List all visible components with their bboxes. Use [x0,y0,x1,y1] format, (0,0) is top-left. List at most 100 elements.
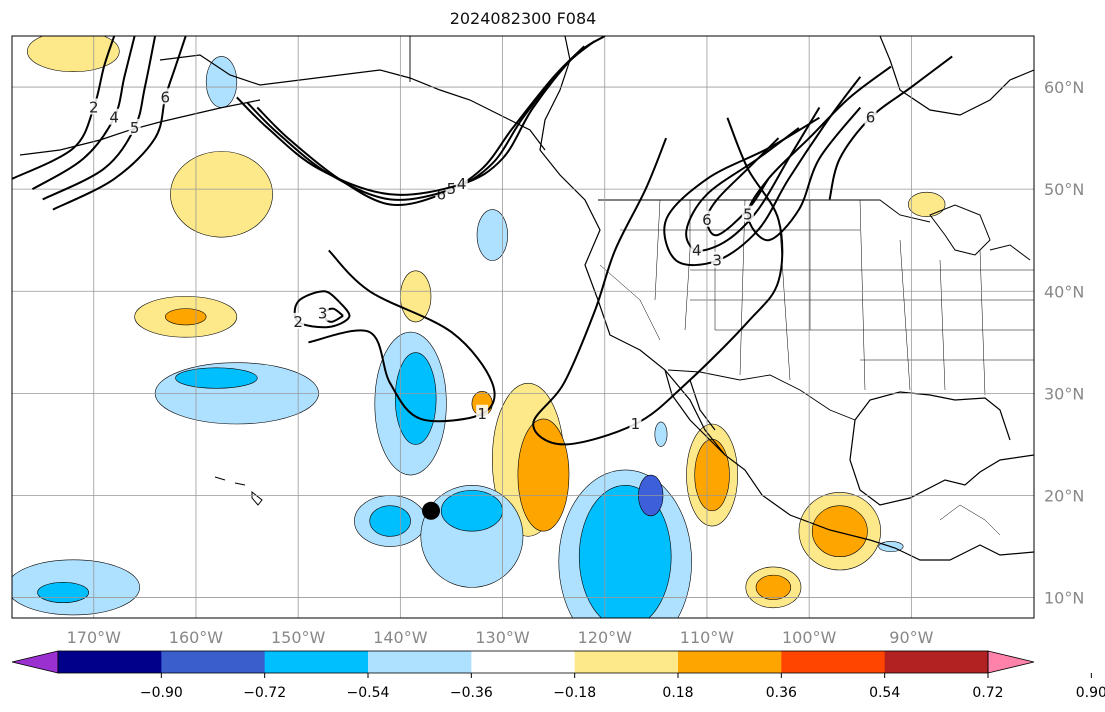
colorbar-segment [884,651,989,673]
contour-label-bg [455,175,468,192]
contour-label: 6 [866,109,876,127]
shaded-region [654,421,668,447]
coastline-hawaii [214,476,263,506]
contour-label: 3 [318,305,328,323]
contour-label-bg [629,415,642,431]
shaded-region [369,505,411,537]
contour-label-bg [700,210,713,227]
contour-label-bg [108,108,121,125]
contour-label: 4 [109,109,119,127]
shaded-region [476,209,508,261]
coastline-great-lakes [929,204,1031,261]
contour-label-bg [128,118,141,135]
contour-label-bg [741,205,754,222]
longitude-tick-label: 90°W [889,628,933,647]
us-canada-border [409,36,931,223]
shaded-region [440,490,503,532]
lat-lon-gridlines [12,36,1034,618]
colorbar-tick-label: 0.90 [1076,685,1105,701]
shaded-region [37,581,89,603]
contour-label: 3 [712,252,722,270]
latitude-tick-label: 20°N [1044,486,1084,505]
contour-label: 5 [447,180,457,198]
latitude-tick-label: 50°N [1044,180,1084,199]
contour-label-bg [711,251,724,268]
map-title: 2024082300 F084 [449,9,597,28]
coastline-hudson-bay [879,36,1034,116]
colorbar-extend-high [987,650,1035,674]
colorbar-segment [264,651,369,673]
storm-position-marker [422,501,441,520]
colorbar-segment [574,651,679,673]
shaded-region [170,151,273,238]
colorbar-tick-label: 0.54 [869,685,900,701]
shaded-region [165,308,207,326]
longitude-tick-label: 160°W [169,628,224,647]
colorbar-tick-label: 0.72 [972,685,1003,701]
colorbar-segment [161,651,266,673]
contour-label: 2 [89,98,99,116]
contour-label-bg [864,108,877,125]
map-frame [11,35,1035,619]
longitude-tick-label: 170°W [67,628,122,647]
contour-label: 2 [293,313,303,331]
latitude-tick-label: 60°N [1044,78,1084,97]
colorbar-segment [678,651,782,673]
shaded-region [578,484,672,618]
coastline-gulf-of-mexico [849,391,1034,506]
shaded-region [755,574,792,600]
coastline-baja-gulf [664,369,726,456]
colorbar-tick-label: −0.36 [450,685,493,701]
shaded-region [27,36,120,73]
contour-label-bg [476,404,489,421]
latitude-tick-labels: 10°N 20°N 30°N 40°N 50°N 60°N [1044,78,1084,608]
shaded-region [394,352,437,445]
colorbar-segment [471,651,576,673]
shaded-region [694,439,730,512]
latitude-tick-label: 10°N [1044,589,1084,608]
longitude-tick-label: 110°W [680,628,735,647]
contour-label: 1 [631,415,641,433]
contour-line [52,36,187,211]
contour-label: 5 [743,206,753,224]
us-state-lines [599,199,1034,396]
longitude-tick-label: 120°W [578,628,633,647]
colorbar-tick-label: −0.54 [347,685,390,701]
contour-label-bg [316,304,329,321]
colorbar-tick-label: −0.90 [140,685,183,701]
contour-label: 6 [702,211,712,229]
colorbar-segment [781,651,886,673]
contour-label-bg [159,88,172,105]
colorbar-outline [57,650,989,674]
colorbar-tick-label: −0.72 [243,685,286,701]
contour-line [532,117,784,446]
contour-label: 4 [457,175,467,193]
colorbar-extend-low [11,650,59,674]
contour-label: 6 [161,88,171,106]
shaded-region [205,56,238,108]
contour-label-bg [292,312,305,329]
contour-label: 1 [477,405,487,423]
longitude-tick-labels: 170°W 160°W 150°W 140°W 130°W 120°W 110°W 100°W… [67,628,934,647]
longitude-tick-label: 100°W [782,628,837,647]
location-marker-layer [422,501,441,520]
shaded-region [907,191,946,218]
mexico-central-america-borders [939,504,1001,536]
contour-label: 6 [436,185,446,203]
contour-label: 4 [692,241,702,259]
colorbar-tick-label: 0.36 [766,685,797,701]
colorbar: −0.90 −0.72 −0.54 −0.36 −0.18 0.18 0.36 0.54 0.7… [11,650,1105,701]
colorbar-tick-label: 0.18 [662,685,693,701]
shaded-region [811,505,868,558]
shaded-anomaly-layer [12,36,946,618]
contour-line [663,76,862,267]
coastline-aleutians [19,99,261,156]
colorbar-tick-label: −0.18 [553,685,596,701]
contour-label-bg [690,241,703,258]
shaded-region [517,418,570,532]
latitude-tick-label: 40°N [1044,282,1084,301]
contour-label-bg [87,98,100,115]
longitude-tick-label: 150°W [271,628,326,647]
